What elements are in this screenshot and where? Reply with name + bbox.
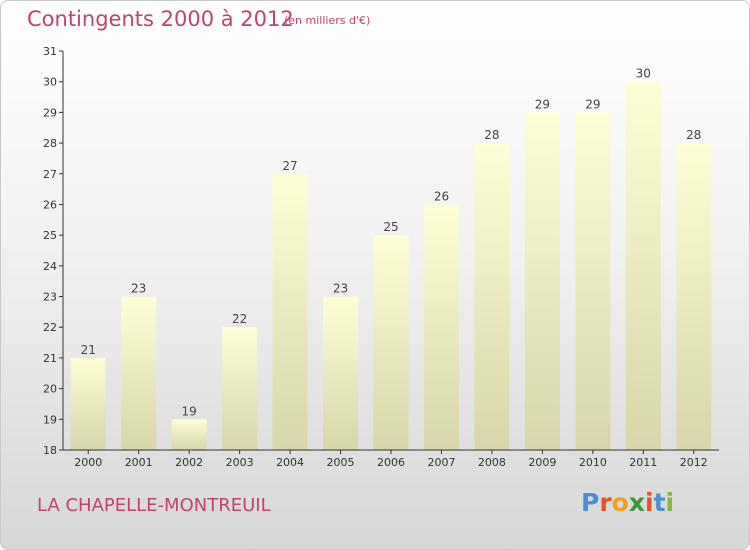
logo-letter: r <box>599 488 612 517</box>
logo-letter: o <box>611 488 629 517</box>
x-tick-label: 2011 <box>629 456 657 469</box>
bar-value-label: 23 <box>333 282 348 296</box>
bar-value-label: 29 <box>535 97 550 111</box>
bar-value-label: 27 <box>282 159 297 173</box>
bar-value-label: 23 <box>131 282 146 296</box>
bar <box>222 327 258 450</box>
bar-value-label: 26 <box>434 189 449 203</box>
x-tick-label: 2004 <box>276 456 304 469</box>
x-tick-label: 2001 <box>125 456 153 469</box>
bar <box>575 112 611 450</box>
x-tick-label: 2003 <box>226 456 254 469</box>
chart-title: Contingents 2000 à 2012 <box>27 7 294 31</box>
logo-letter: t <box>653 488 666 517</box>
bar-value-label: 30 <box>636 67 651 81</box>
bar <box>171 419 207 450</box>
x-tick-label: 2008 <box>478 456 506 469</box>
logo-letter: i <box>665 488 675 517</box>
x-tick-label: 2002 <box>175 456 203 469</box>
y-tick-label: 23 <box>43 291 57 304</box>
y-tick-label: 25 <box>43 229 57 242</box>
proxiti-logo: Proxiti <box>581 488 674 517</box>
bar <box>676 143 712 451</box>
y-tick-label: 29 <box>43 106 57 119</box>
x-tick-label: 2000 <box>74 456 102 469</box>
x-tick-label: 2009 <box>528 456 556 469</box>
y-tick-label: 28 <box>43 137 57 150</box>
y-tick-label: 18 <box>43 444 57 457</box>
bar <box>423 204 459 450</box>
bar <box>524 112 560 450</box>
y-tick-label: 20 <box>43 383 57 396</box>
logo-letter: P <box>581 488 600 517</box>
y-tick-label: 21 <box>43 352 57 365</box>
y-tick-label: 30 <box>43 76 57 89</box>
bar-value-label: 28 <box>484 128 499 142</box>
logo-letter: x <box>628 488 645 517</box>
logo-letter: i <box>645 488 654 517</box>
bar-value-label: 21 <box>81 343 96 357</box>
y-tick-label: 26 <box>43 198 57 211</box>
bar-value-label: 19 <box>182 404 197 418</box>
y-tick-label: 22 <box>43 321 57 334</box>
y-tick-label: 24 <box>43 260 57 273</box>
bar <box>121 296 157 450</box>
bar <box>272 173 308 450</box>
bar <box>625 81 661 450</box>
x-tick-label: 2012 <box>680 456 708 469</box>
y-tick-label: 31 <box>43 45 57 58</box>
bar-value-label: 22 <box>232 312 247 326</box>
bar-value-label: 29 <box>585 97 600 111</box>
bar-value-label: 25 <box>383 220 398 234</box>
bar <box>373 235 409 450</box>
bar <box>323 296 359 450</box>
bar <box>70 357 106 450</box>
commune-name: LA CHAPELLE-MONTREUIL <box>37 495 271 516</box>
x-tick-label: 2006 <box>377 456 405 469</box>
chart-subtitle: (en milliers d'€) <box>284 14 371 27</box>
bar-value-label: 28 <box>686 128 701 142</box>
bar <box>474 143 510 451</box>
x-tick-label: 2005 <box>327 456 355 469</box>
x-tick-label: 2007 <box>427 456 455 469</box>
y-tick-label: 27 <box>43 168 57 181</box>
x-tick-label: 2010 <box>579 456 607 469</box>
y-tick-label: 19 <box>43 413 57 426</box>
